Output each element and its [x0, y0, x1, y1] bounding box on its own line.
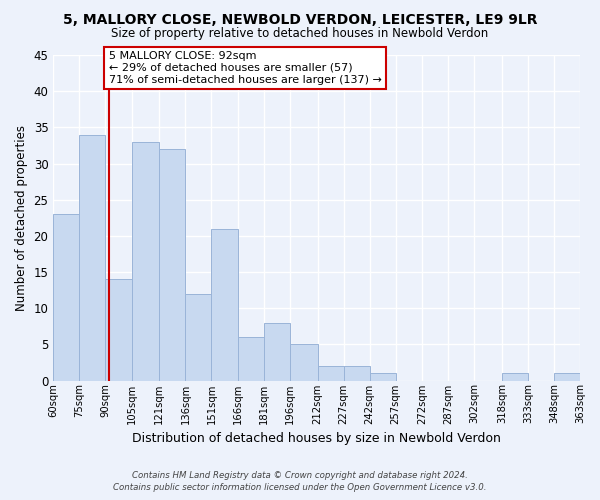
- Bar: [290, 344, 317, 380]
- Text: Contains HM Land Registry data © Crown copyright and database right 2024.
Contai: Contains HM Land Registry data © Crown c…: [113, 471, 487, 492]
- Bar: [160, 149, 185, 380]
- Bar: [211, 228, 238, 380]
- Bar: [502, 374, 528, 380]
- Bar: [263, 322, 290, 380]
- Bar: [554, 374, 580, 380]
- Y-axis label: Number of detached properties: Number of detached properties: [15, 125, 28, 311]
- Bar: [79, 134, 106, 380]
- Bar: [53, 214, 79, 380]
- Bar: [185, 294, 211, 380]
- X-axis label: Distribution of detached houses by size in Newbold Verdon: Distribution of detached houses by size …: [132, 432, 501, 445]
- Bar: [344, 366, 370, 380]
- Text: 5, MALLORY CLOSE, NEWBOLD VERDON, LEICESTER, LE9 9LR: 5, MALLORY CLOSE, NEWBOLD VERDON, LEICES…: [63, 12, 537, 26]
- Bar: [131, 142, 160, 380]
- Bar: [238, 337, 263, 380]
- Text: Size of property relative to detached houses in Newbold Verdon: Size of property relative to detached ho…: [112, 28, 488, 40]
- Text: 5 MALLORY CLOSE: 92sqm
← 29% of detached houses are smaller (57)
71% of semi-det: 5 MALLORY CLOSE: 92sqm ← 29% of detached…: [109, 52, 382, 84]
- Bar: [106, 279, 131, 380]
- Bar: [317, 366, 344, 380]
- Bar: [370, 374, 396, 380]
